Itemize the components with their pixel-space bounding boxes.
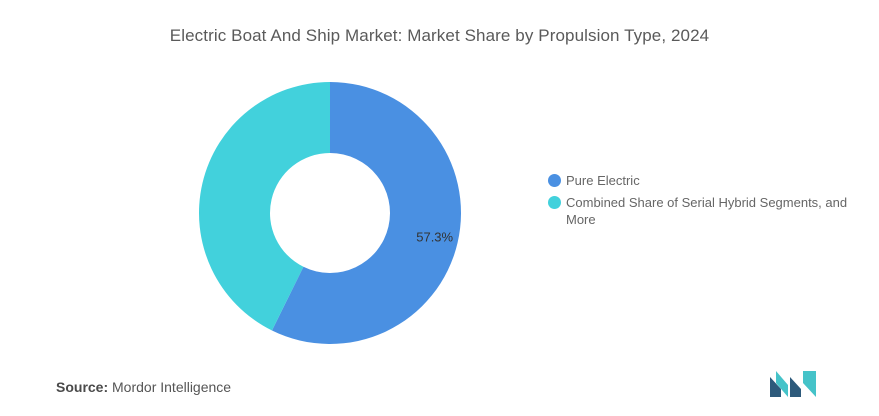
slice-0: [271, 82, 461, 344]
donut-chart: 57.3%: [199, 82, 461, 344]
legend-label-1: Combined Share of Serial Hybrid Segments…: [566, 195, 848, 227]
source-note: Source: Mordor Intelligence: [56, 379, 231, 395]
mordor-intelligence-logo-icon: [770, 371, 816, 397]
legend-item-1: Combined Share of Serial Hybrid Segments…: [548, 194, 868, 228]
data-label-0: 57.3%: [416, 229, 453, 244]
legend-label-0: Pure Electric: [566, 173, 640, 188]
legend-item-0: Pure Electric: [548, 172, 868, 189]
chart-title: Electric Boat And Ship Market: Market Sh…: [169, 26, 710, 45]
source-prefix: Source:: [56, 379, 109, 395]
legend-swatch-1: [548, 196, 561, 209]
legend-swatch-0: [548, 174, 561, 187]
source-text: Mordor Intelligence: [112, 379, 232, 395]
chart-legend: Pure Electric Combined Share of Serial Hy…: [548, 172, 868, 233]
slice-1: [199, 82, 330, 331]
